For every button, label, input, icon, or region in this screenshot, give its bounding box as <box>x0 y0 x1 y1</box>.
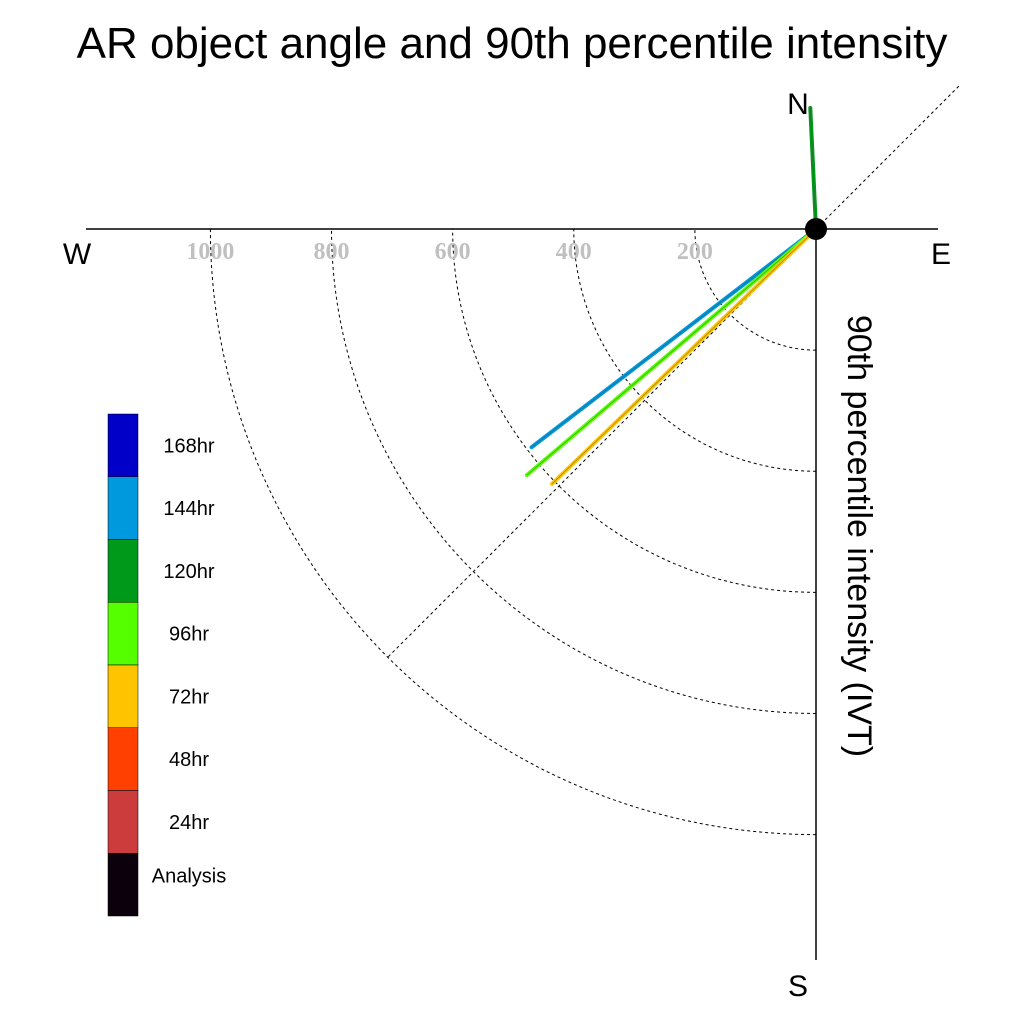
grid-arc <box>694 228 817 351</box>
legend-label: 168hr <box>163 435 214 457</box>
radial-axis-label: 90th percentile intensity (IVT) <box>840 315 878 757</box>
compass-north: N <box>787 88 809 121</box>
series-line-core-120hr <box>809 107 817 230</box>
compass-west: W <box>63 238 92 271</box>
radial-tick-label: 600 <box>435 239 471 265</box>
compass-east: E <box>931 238 951 271</box>
legend-label: 96hr <box>169 624 209 646</box>
legend-label: 24hr <box>169 812 209 834</box>
grid <box>209 85 960 836</box>
legend-label: 120hr <box>163 561 214 583</box>
series-line-core-72hr <box>551 228 817 485</box>
legend-label: 72hr <box>169 686 209 708</box>
grid-arc <box>209 228 817 836</box>
radial-tick-labels: 200 400 600 800 1000 <box>186 239 712 265</box>
series-lines <box>524 106 818 486</box>
legend-swatch <box>107 476 139 540</box>
legend-label: 144hr <box>163 498 214 520</box>
legend-label: Analysis <box>152 866 226 888</box>
grid-arc <box>573 228 817 472</box>
compass-south: S <box>788 970 808 1003</box>
radial-tick-label: 800 <box>314 239 350 265</box>
radial-tick-label: 200 <box>677 239 713 265</box>
legend: 168hr 144hr 120hr 96hr 72hr 48hr 24hr Analysis <box>107 413 226 917</box>
legend-label: 48hr <box>169 749 209 771</box>
legend-swatch <box>107 413 139 477</box>
legend-swatch <box>107 539 139 603</box>
legend-swatch <box>107 853 139 917</box>
origin-marker <box>805 218 827 240</box>
legend-swatch <box>107 602 139 666</box>
grid-arc <box>452 228 817 593</box>
series-line-core-96hr <box>526 228 817 476</box>
reference-diagonal <box>387 85 960 658</box>
legend-swatch <box>107 790 139 854</box>
radial-tick-label: 400 <box>556 239 592 265</box>
series-line-core-144hr <box>531 228 817 448</box>
legend-swatch <box>107 664 139 728</box>
legend-swatch <box>107 727 139 791</box>
chart-title: AR object angle and 90th percentile inte… <box>77 19 948 68</box>
radial-tick-label: 1000 <box>186 239 234 265</box>
